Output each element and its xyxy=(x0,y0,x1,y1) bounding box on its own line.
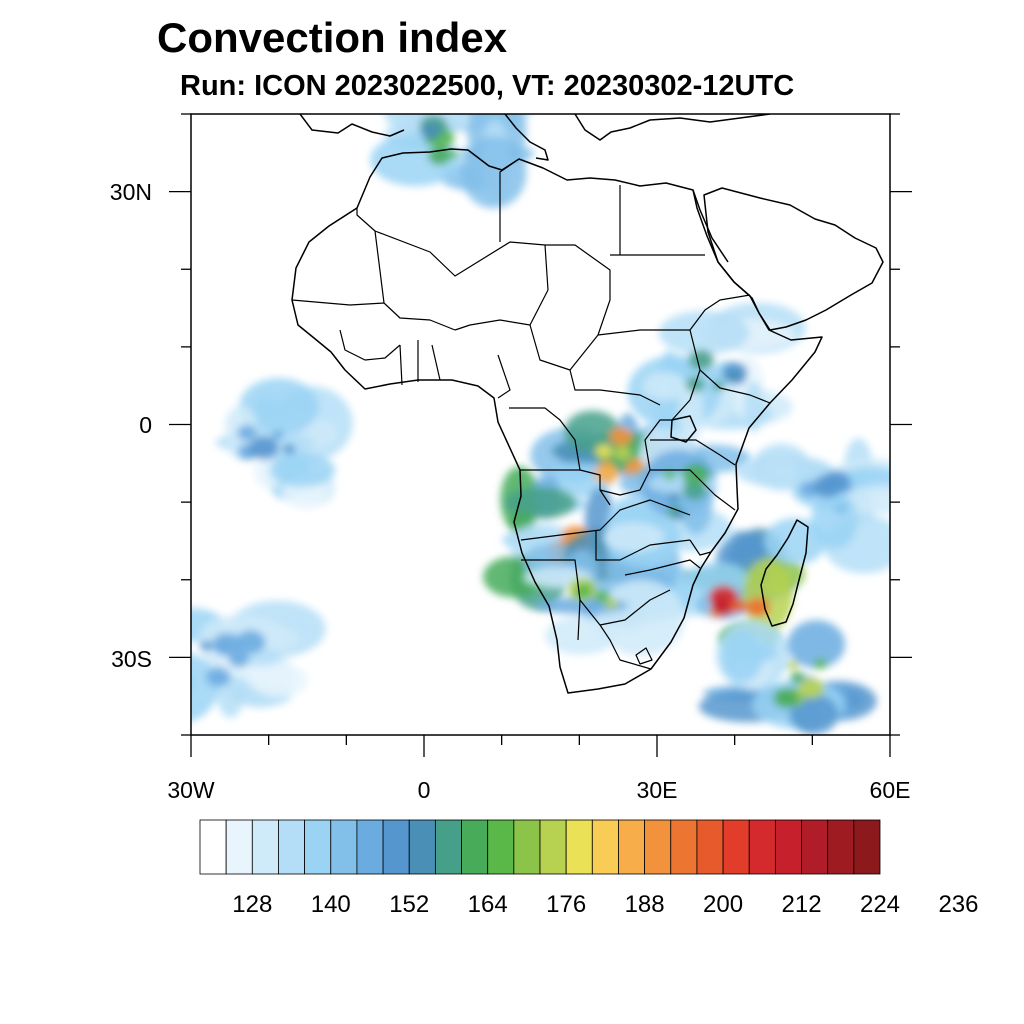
x-tick-label: 30E xyxy=(637,777,678,803)
colorbar-swatch xyxy=(853,819,881,875)
field-area-ethiopian-highlands xyxy=(627,302,806,443)
colorbar-swatch xyxy=(722,819,750,875)
x-tick-label: 60E xyxy=(870,777,911,803)
axis-ticks xyxy=(169,113,912,757)
colorbar-swatch xyxy=(827,819,855,875)
colorbar-swatch xyxy=(539,819,567,875)
colorbar-swatch xyxy=(434,819,462,875)
colorbar-swatch xyxy=(591,819,619,875)
colorbar-swatch xyxy=(487,819,515,875)
convection-field xyxy=(191,114,890,735)
lake-victoria xyxy=(670,415,697,443)
x-tick-label: 0 xyxy=(418,777,431,803)
colorbar-swatch xyxy=(251,819,279,875)
colorbar-label: 128 xyxy=(232,891,272,918)
colorbar-swatch xyxy=(774,819,802,875)
colorbar-label: 224 xyxy=(860,891,900,918)
coastlines-borders xyxy=(291,114,884,694)
colorbar-label: 236 xyxy=(938,891,978,918)
colorbar-swatch xyxy=(644,819,672,875)
colorbar-swatch xyxy=(696,819,724,875)
field-area-east-africa xyxy=(602,422,751,568)
x-axis-labels: 30W 0 30E 60E xyxy=(167,777,910,803)
arabia-coastline xyxy=(703,187,884,331)
colorbar-swatch xyxy=(408,819,436,875)
colorbar-swatch xyxy=(278,819,306,875)
colorbar-swatch xyxy=(618,819,646,875)
chart-subtitle: Run: ICON 2023022500, VT: 20230302-12UTC xyxy=(180,70,795,102)
field-area-atlantic-itcz xyxy=(215,378,353,509)
field-area-madagascar-east xyxy=(735,438,890,574)
colorbar-label: 176 xyxy=(546,891,586,918)
colorbar-swatch xyxy=(670,819,698,875)
colorbar-label: 140 xyxy=(311,891,351,918)
colorbar-label: 212 xyxy=(782,891,822,918)
iberia-coastline xyxy=(299,114,405,137)
greece-turkey-coastline xyxy=(574,114,771,141)
colorbar-swatch xyxy=(225,819,253,875)
colorbar-swatch xyxy=(513,819,541,875)
colorbar-swatch xyxy=(382,819,410,875)
africa-coastline xyxy=(291,148,823,694)
red-sea-east xyxy=(692,189,729,263)
colorbar-swatch xyxy=(330,819,358,875)
x-tick-label: 30W xyxy=(167,777,215,803)
colorbar-swatch xyxy=(304,819,332,875)
colorbar-swatch xyxy=(199,819,227,875)
y-axis-labels: 30N 0 30S xyxy=(110,179,152,672)
colorbar-swatch xyxy=(801,819,829,875)
y-tick-label: 30N xyxy=(110,179,152,205)
colorbar-swatch xyxy=(461,819,489,875)
y-tick-label: 0 xyxy=(139,412,152,438)
field-area-south-atlantic-band xyxy=(191,600,326,722)
field-area-mediterranean xyxy=(370,114,535,209)
colorbar-label: 152 xyxy=(389,891,429,918)
italy-coastline xyxy=(504,114,549,161)
colorbar xyxy=(199,819,881,875)
colorbar-label: 188 xyxy=(625,891,665,918)
colorbar-swatch xyxy=(748,819,776,875)
colorbar-labels: 128 140 152 164 176 188 200 212 224 236 xyxy=(232,891,978,918)
colorbar-label: 200 xyxy=(703,891,743,918)
colorbar-label: 164 xyxy=(468,891,508,918)
field-area-mozambique-channel xyxy=(635,528,805,653)
field-area-south-indian-ocean-band xyxy=(698,619,877,735)
country-borders xyxy=(291,158,771,670)
chart-title: Convection index xyxy=(157,14,508,61)
colorbar-swatch xyxy=(356,819,384,875)
colorbar-swatch xyxy=(565,819,593,875)
y-tick-label: 30S xyxy=(111,646,152,672)
madagascar-coastline xyxy=(760,519,809,627)
